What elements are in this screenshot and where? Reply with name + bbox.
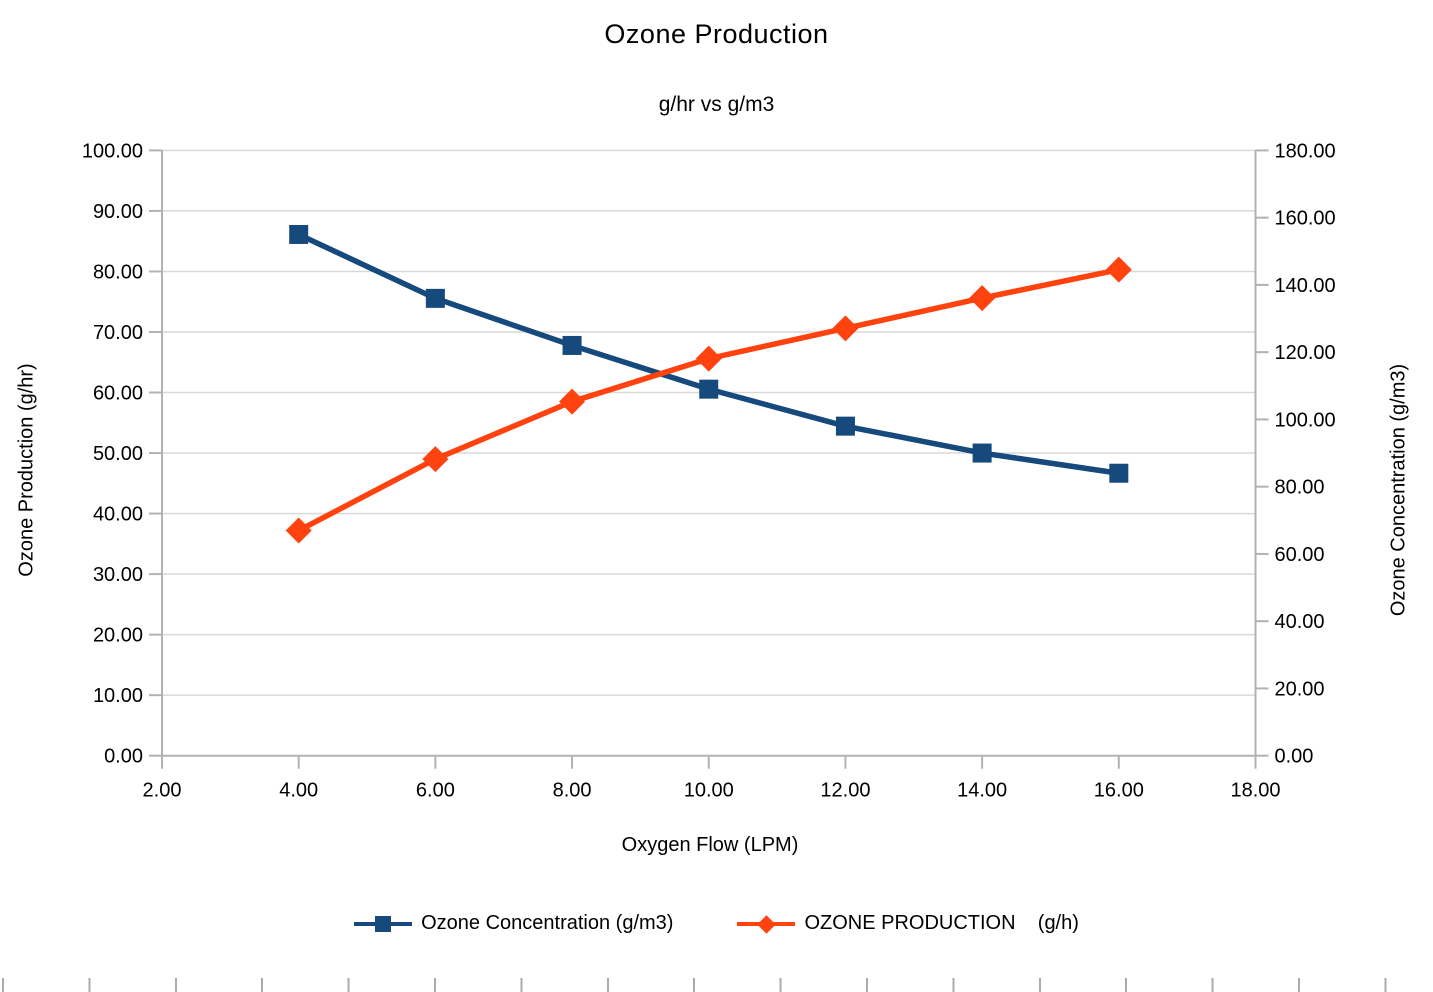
legend-item-ozone-production: OZONE PRODUCTION (g/h): [737, 912, 1079, 935]
x-axis-tick-label: 14.00: [957, 780, 1007, 802]
left-axis-tick-label: 70.00: [93, 322, 143, 344]
x-axis-tick-label: 16.00: [1094, 780, 1144, 802]
x-axis-tick-label: 6.00: [416, 780, 455, 802]
right-axis-tick-label: 160.00: [1275, 208, 1336, 230]
spreadsheet-column-gridlines: [0, 978, 1433, 992]
legend-diamond-marker-icon: [737, 914, 796, 934]
legend-square-marker-icon: [354, 914, 413, 934]
x-axis-tick-label: 4.00: [279, 780, 318, 802]
left-axis-tick-label: 10.00: [93, 685, 143, 707]
right-axis-tick-label: 180.00: [1275, 140, 1336, 162]
series-line-1: [297, 266, 1120, 533]
left-axis-tick-label: 30.00: [93, 564, 143, 586]
data-point-marker: [699, 379, 719, 399]
legend-label: OZONE PRODUCTION (g/h): [804, 912, 1079, 934]
right-axis-tick-label: 60.00: [1275, 544, 1325, 566]
x-axis-tick-label: 12.00: [820, 780, 870, 802]
data-point-marker: [695, 345, 722, 372]
right-axis-tick-label: 40.00: [1275, 611, 1325, 633]
left-axis-tick-label: 100.00: [82, 140, 143, 162]
left-axis-tick-label: 0.00: [104, 746, 143, 768]
left-axis-tick-label: 90.00: [93, 201, 143, 223]
left-axis-tick-label: 20.00: [93, 625, 143, 647]
data-point-marker: [285, 517, 312, 544]
legend-label: Ozone Concentration (g/m3): [421, 912, 674, 934]
chart-subtitle: g/hr vs g/m3: [658, 93, 775, 116]
x-axis-tick-label: 10.00: [684, 780, 734, 802]
data-point-marker: [1105, 256, 1132, 283]
left-axis-tick-label: 80.00: [93, 261, 143, 283]
data-point-marker: [562, 335, 582, 355]
data-point-marker: [1109, 463, 1129, 483]
x-axis-title: Oxygen Flow (LPM): [621, 834, 799, 856]
x-axis-tick-label: 8.00: [553, 780, 592, 802]
data-point-marker: [559, 388, 586, 415]
left-axis-tick-label: 50.00: [93, 443, 143, 465]
data-point-marker: [289, 224, 309, 244]
right-axis-tick-label: 20.00: [1275, 678, 1325, 700]
data-point-marker: [835, 416, 855, 436]
x-axis-tick-label: 2.00: [143, 780, 182, 802]
data-point-marker: [425, 288, 445, 308]
chart-legend: Ozone Concentration (g/m3) OZONE PRODUCT…: [0, 912, 1433, 935]
right-axis-tick-label: 80.00: [1275, 477, 1325, 499]
data-point-marker: [969, 285, 996, 312]
data-point-marker: [972, 443, 992, 463]
left-axis-tick-label: 40.00: [93, 504, 143, 526]
data-point-marker: [422, 446, 449, 473]
left-axis-tick-label: 60.00: [93, 383, 143, 405]
legend-item-ozone-concentration: Ozone Concentration (g/m3): [354, 912, 673, 935]
x-axis-tick-label: 18.00: [1230, 780, 1280, 802]
right-axis-tick-label: 0.00: [1275, 746, 1314, 768]
right-axis-tick-label: 120.00: [1275, 342, 1336, 364]
right-axis-tick-label: 140.00: [1275, 275, 1336, 297]
right-axis-tick-label: 100.00: [1275, 409, 1336, 431]
data-point-marker: [832, 315, 859, 342]
chart-title: Ozone Production: [604, 19, 829, 49]
